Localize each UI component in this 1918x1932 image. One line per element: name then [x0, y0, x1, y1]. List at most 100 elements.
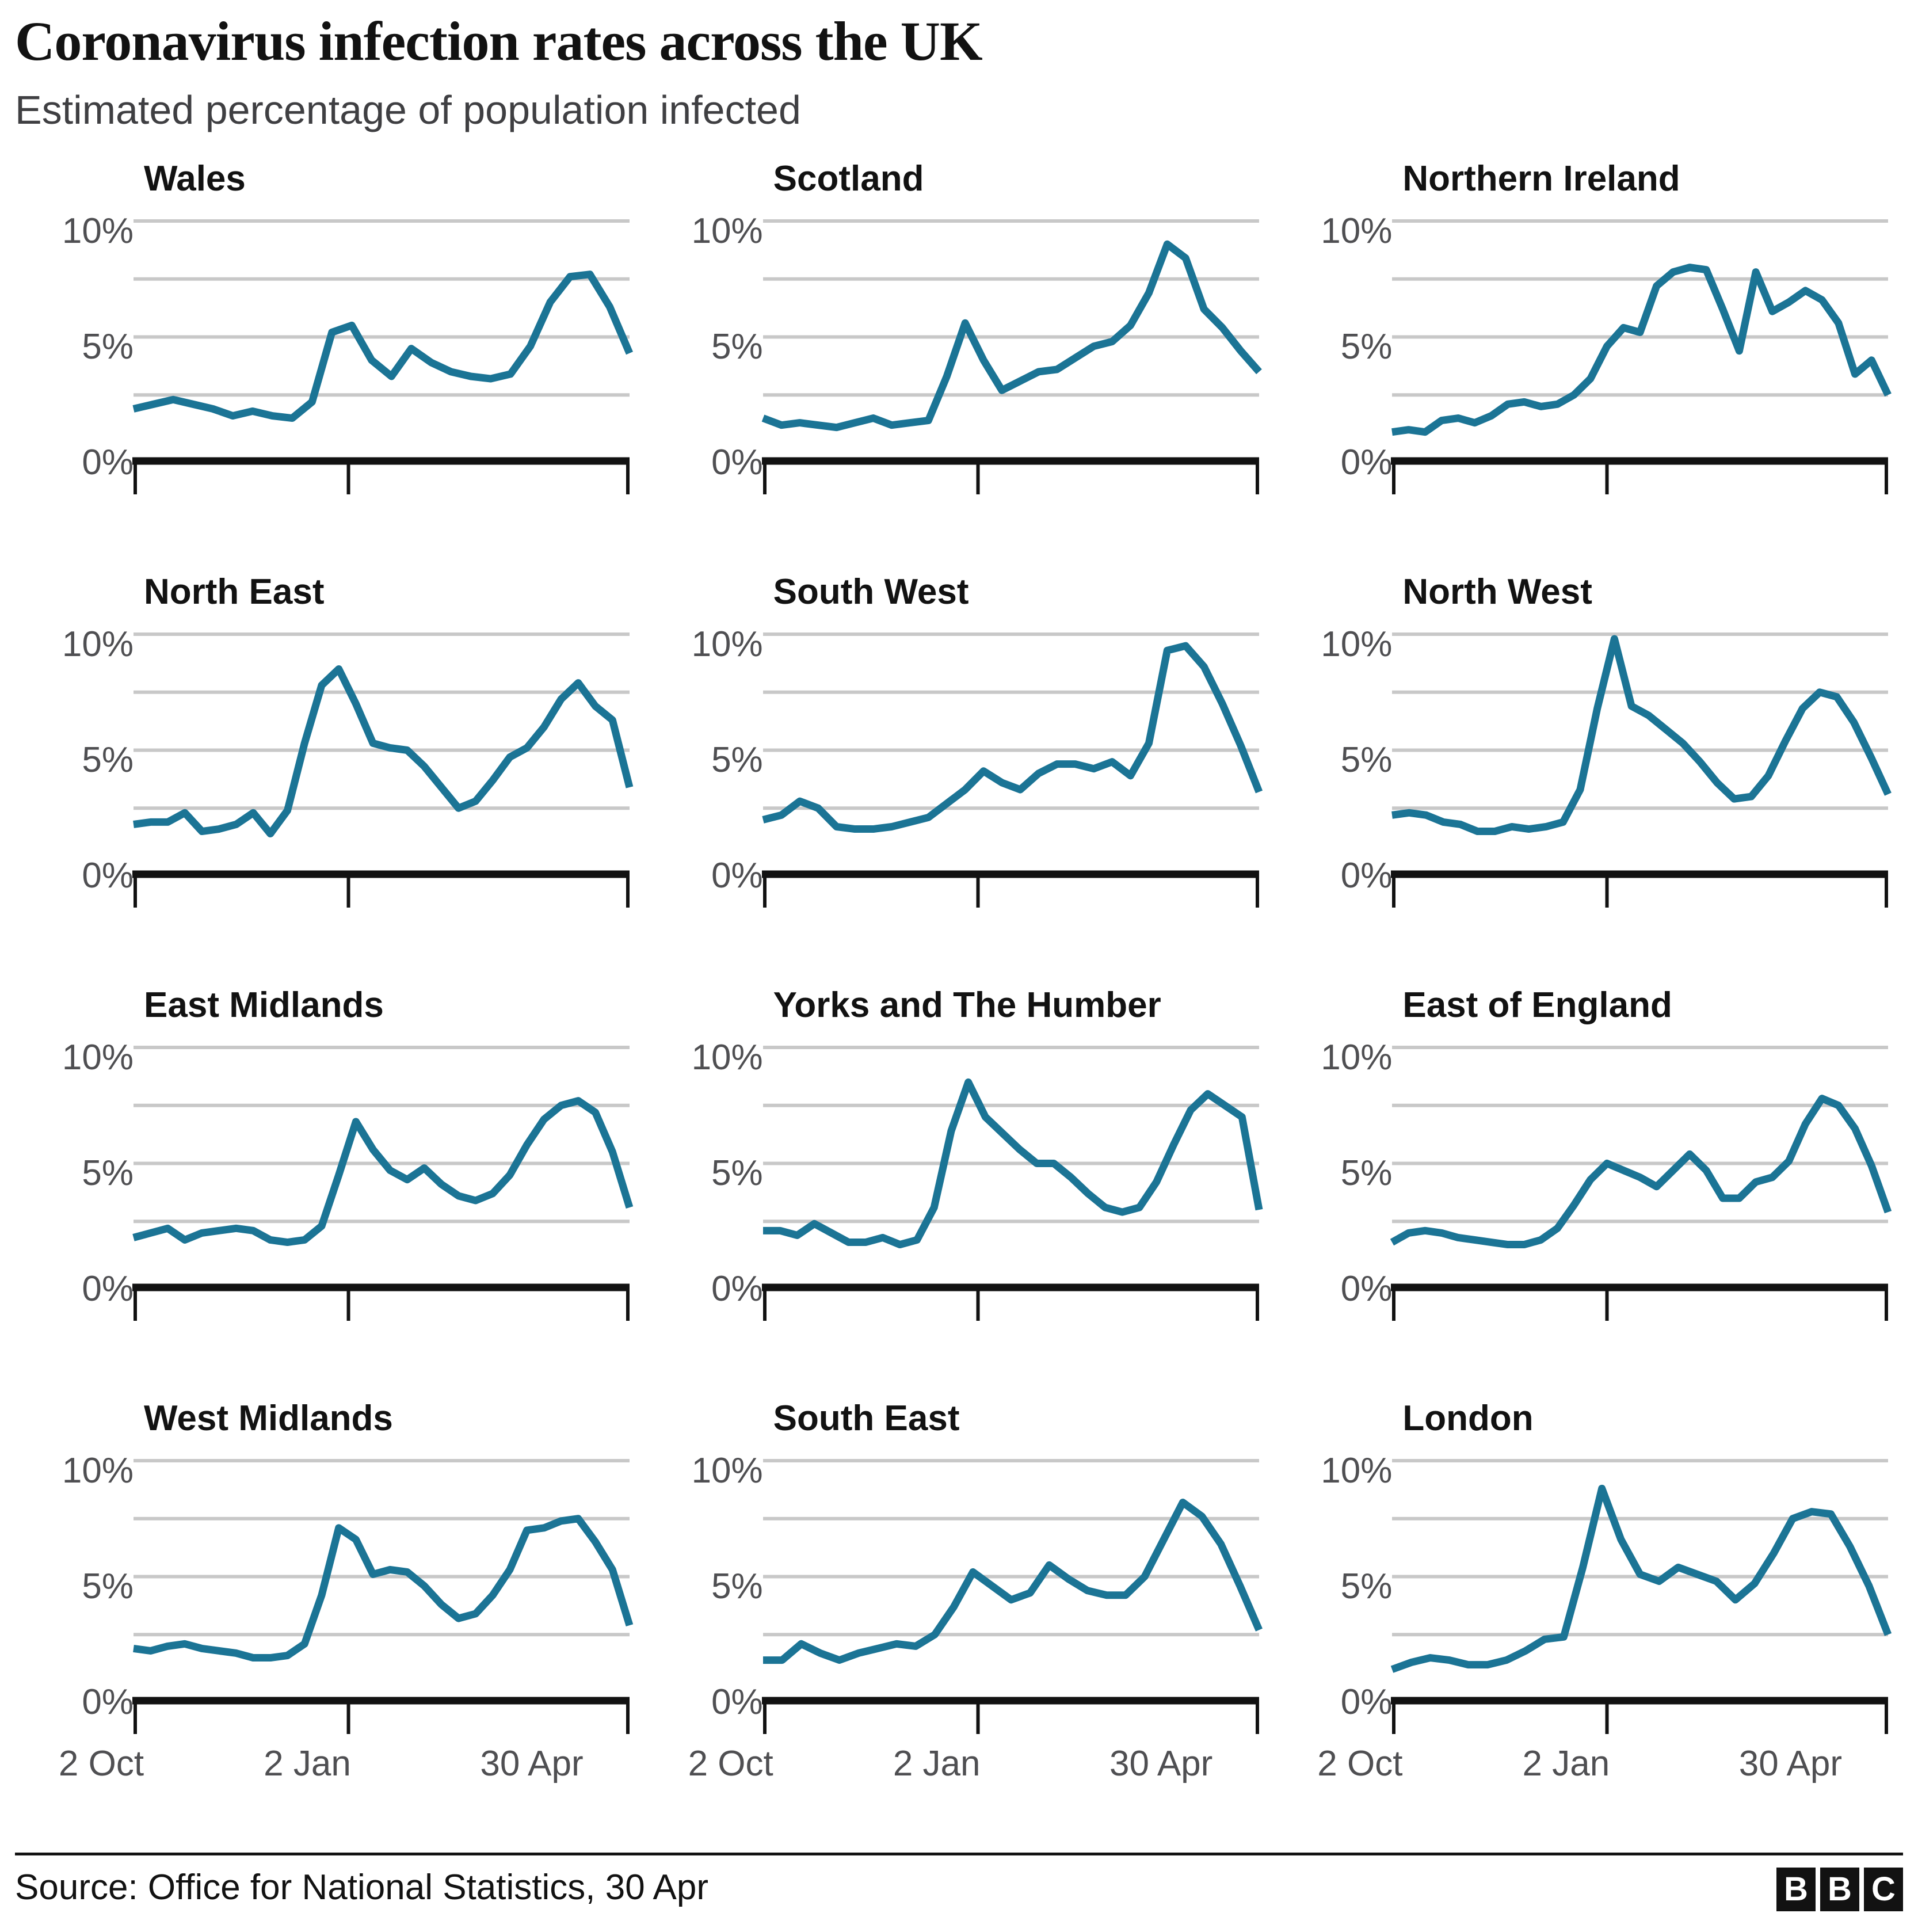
- y-axis-labels: 10% 5% 0%: [645, 1039, 763, 1362]
- chart-panel-east-of-england: East of England 10% 5% 0%: [1273, 984, 1903, 1397]
- y-axis-labels: 10% 5% 0%: [645, 626, 763, 948]
- x-axis-label-mid: 2 Jan: [1522, 1744, 1610, 1784]
- y-axis-tick-10: 10%: [62, 1451, 134, 1491]
- plot-svg: [1391, 219, 1892, 494]
- x-axis-label-mid: 2 Jan: [264, 1744, 351, 1784]
- plot-area: [645, 1453, 1274, 1775]
- data-line: [1391, 635, 1892, 836]
- y-axis-tick-0: 0%: [1340, 1269, 1393, 1309]
- plot-svg: [1391, 1459, 1892, 1734]
- x-axis-labels: 2 Oct 2 Jan 30 Apr: [15, 1740, 645, 1804]
- data-line: [1391, 1484, 1892, 1673]
- plot-area: [1273, 1039, 1903, 1362]
- panel-title: Scotland: [773, 159, 924, 199]
- y-axis-labels: 10% 5% 0%: [1273, 213, 1392, 535]
- y-axis-tick-5: 5%: [82, 1567, 134, 1606]
- plot-svg: [761, 219, 1262, 494]
- y-axis-labels: 10% 5% 0%: [15, 213, 134, 535]
- y-axis-labels: 10% 5% 0%: [15, 1453, 134, 1775]
- y-axis-tick-5: 5%: [1340, 740, 1393, 780]
- plot-area: [645, 1039, 1274, 1362]
- data-line: [1391, 264, 1892, 436]
- panel-row: North East 10% 5% 0% South West 10% 5% 0% North …: [15, 571, 1903, 984]
- footer: Source: Office for National Statistics, …: [15, 1853, 1903, 1922]
- panel-row: West Midlands 10% 5% 0% 2 Oct 2 Jan 30 Apr Sout…: [15, 1397, 1903, 1835]
- y-axis-labels: 10% 5% 0%: [1273, 626, 1392, 948]
- y-axis-tick-10: 10%: [691, 1038, 763, 1077]
- y-axis-tick-10: 10%: [1321, 1451, 1393, 1491]
- data-line: [133, 665, 634, 838]
- y-axis-tick-5: 5%: [1340, 1567, 1393, 1606]
- panel-title: Northern Ireland: [1402, 159, 1680, 199]
- bbc-logo-letter-c: C: [1864, 1868, 1903, 1911]
- y-axis-tick-5: 5%: [1340, 1153, 1393, 1193]
- y-axis-labels: 10% 5% 0%: [645, 213, 763, 535]
- chart-panel-northern-ireland: Northern Ireland 10% 5% 0%: [1273, 158, 1903, 571]
- x-axis-label-mid: 2 Jan: [893, 1744, 981, 1784]
- y-axis-labels: 10% 5% 0%: [15, 626, 134, 948]
- y-axis-tick-0: 0%: [82, 443, 134, 482]
- panel-title: North West: [1402, 572, 1592, 612]
- plot-svg: [132, 1046, 634, 1321]
- plot-svg: [132, 1459, 634, 1734]
- bbc-logo: B B C: [1776, 1868, 1903, 1911]
- panel-row: East Midlands 10% 5% 0% Yorks and The Humber…: [15, 984, 1903, 1397]
- y-axis-tick-0: 0%: [711, 1269, 763, 1309]
- chart-panel-north-east: North East 10% 5% 0%: [15, 571, 645, 984]
- y-axis-tick-0: 0%: [711, 856, 763, 895]
- chart-panel-scotland: Scotland 10% 5% 0%: [645, 158, 1274, 571]
- page-subtitle: Estimated percentage of population infec…: [15, 87, 801, 132]
- y-axis-tick-0: 0%: [711, 1682, 763, 1722]
- plot-area: [1273, 1453, 1903, 1775]
- source-note: Source: Office for National Statistics, …: [15, 1868, 708, 1907]
- panel-title: South East: [773, 1398, 960, 1438]
- data-line: [762, 1499, 1263, 1664]
- panel-row: Wales 10% 5% 0% Scotland 10% 5% 0% Northern Irel…: [15, 158, 1903, 571]
- y-axis-tick-10: 10%: [62, 211, 134, 251]
- plot-svg: [761, 1046, 1263, 1321]
- y-axis-tick-0: 0%: [1340, 856, 1393, 895]
- chart-page: Coronavirus infection rates across the U…: [0, 14, 1918, 1932]
- y-axis-tick-0: 0%: [82, 856, 134, 895]
- y-axis-tick-10: 10%: [1321, 211, 1393, 251]
- plot-area: [645, 626, 1274, 948]
- panel-title: London: [1402, 1398, 1534, 1438]
- y-axis-tick-10: 10%: [1321, 624, 1393, 664]
- y-axis-tick-10: 10%: [1321, 1038, 1393, 1077]
- chart-panel-north-west: North West 10% 5% 0%: [1273, 571, 1903, 984]
- chart-panel-west-midlands: West Midlands 10% 5% 0% 2 Oct 2 Jan 30 Apr: [15, 1397, 645, 1835]
- y-axis-tick-5: 5%: [1340, 327, 1393, 367]
- y-axis-labels: 10% 5% 0%: [15, 1039, 134, 1362]
- x-axis-label-end: 30 Apr: [1109, 1744, 1213, 1784]
- panel-title: North East: [144, 572, 325, 612]
- y-axis-tick-10: 10%: [691, 1451, 763, 1491]
- y-axis-tick-10: 10%: [62, 1038, 134, 1077]
- plot-area: [15, 1453, 645, 1775]
- y-axis-tick-5: 5%: [711, 1153, 763, 1193]
- y-axis-tick-10: 10%: [62, 624, 134, 664]
- plot-svg: [1391, 632, 1892, 908]
- data-line: [762, 642, 1263, 833]
- plot-area: [645, 213, 1274, 535]
- y-axis-tick-5: 5%: [711, 327, 763, 367]
- y-axis-tick-5: 5%: [82, 1153, 134, 1193]
- chart-panel-yorks-and-the-humber: Yorks and The Humber 10% 5% 0%: [645, 984, 1274, 1397]
- data-line: [1390, 1095, 1892, 1249]
- plot-svg: [761, 632, 1263, 908]
- y-axis-tick-5: 5%: [711, 1567, 763, 1606]
- panel-title: East of England: [1402, 985, 1672, 1025]
- plot-svg: [132, 632, 634, 908]
- small-multiples-grid: Wales 10% 5% 0% Scotland 10% 5% 0% Northern Irel…: [15, 158, 1903, 1835]
- y-axis-tick-0: 0%: [82, 1269, 134, 1309]
- plot-svg: [1390, 1046, 1892, 1321]
- panel-title: South West: [773, 572, 969, 612]
- plot-area: [1273, 213, 1903, 535]
- data-line: [132, 270, 633, 422]
- x-axis-label-start: 2 Oct: [688, 1744, 773, 1784]
- y-axis-tick-5: 5%: [82, 740, 134, 780]
- x-axis-label-start: 2 Oct: [58, 1744, 144, 1784]
- y-axis-tick-0: 0%: [711, 443, 763, 482]
- y-axis-tick-10: 10%: [691, 211, 763, 251]
- bbc-logo-letter-b1: B: [1776, 1868, 1816, 1911]
- x-axis-labels: 2 Oct 2 Jan 30 Apr: [1273, 1740, 1903, 1804]
